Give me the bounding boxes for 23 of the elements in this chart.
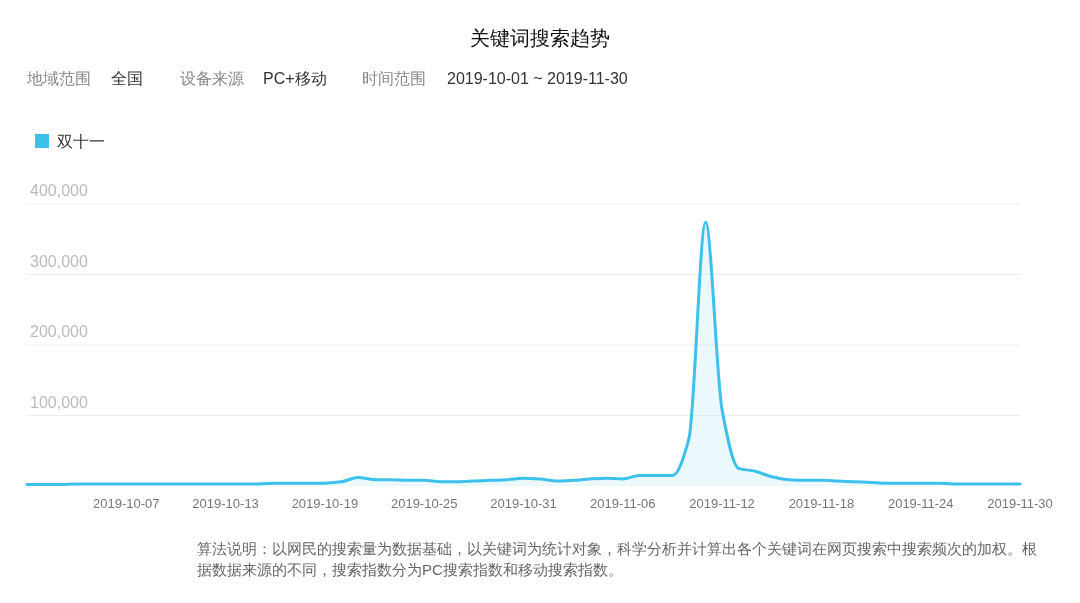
text: 2019-10-01 ~ 2019-11-30 [447, 70, 628, 87]
x-tick-label: 2019-11-24 [887, 496, 954, 511]
x-tick-label: 2019-10-25 [390, 496, 458, 511]
text: 全国 [111, 70, 143, 87]
x-tick-label: 2019-10-13 [192, 496, 259, 511]
x-tick-label: 2019-11-06 [590, 496, 656, 511]
x-tick-label: 2019-11-30 [987, 496, 1053, 511]
text: PC+移动 [263, 70, 327, 87]
text: 设备来源 [180, 70, 244, 87]
y-tick-label: 400,000 [30, 182, 88, 199]
x-tick-label: 2019-11-18 [788, 496, 855, 511]
y-tick-label: 300,000 [30, 252, 88, 270]
x-tick-label: 2019-10-31 [490, 496, 557, 511]
text: 地域范围 [26, 70, 91, 87]
x-tick-label: 2019-10-07 [93, 496, 160, 511]
chart-title: 关键词搜索趋势 [470, 27, 610, 49]
y-tick-label: 200,000 [30, 323, 88, 340]
y-tick-label: 100,000 [30, 393, 88, 411]
x-tick-label: 2019-11-12 [689, 496, 755, 511]
text: 时间范围 [362, 70, 426, 87]
text: 算法说明：以网民的搜索量为数据基础，以关键词为统计对象，科学分析并计算出各个关键词在网页搜索中搜索频次的加权。根据数据来源的不同，搜索指数分为PC搜索指数和移动搜索指数。 [197, 540, 1037, 578]
x-tick-label: 2019-10-19 [291, 496, 359, 511]
legend-label: 双十一 [57, 133, 105, 150]
